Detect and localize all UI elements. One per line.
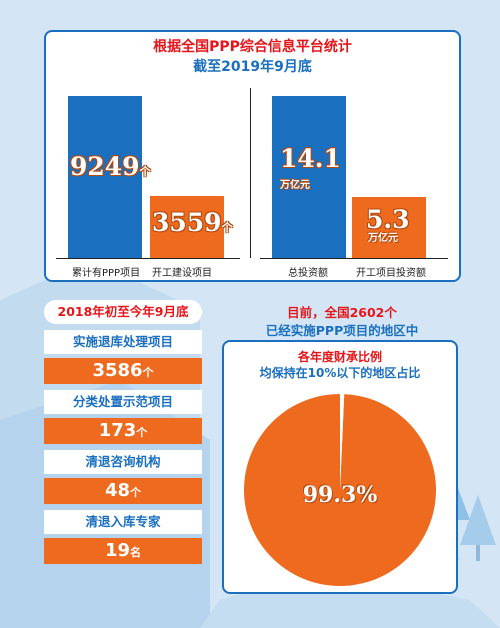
stat-label-removed-projects: 实施退库处理项目 (44, 330, 202, 354)
stat-label-consulting-firms: 清退咨询机构 (44, 450, 202, 474)
category-label-started-construction-projects: 开工建设项目 (152, 268, 212, 279)
pie-caption-line1: 各年度财承比例 (297, 350, 382, 364)
bar-cumulative-ppp-projects (68, 96, 142, 258)
pie-slice-main (243, 394, 436, 586)
stats-header: 2018年初至今年9月底 (44, 300, 202, 324)
cleanup-stats-list: 2018年初至今年9月底 实施退库处理项目 3586个 分类处置示范项目 173… (44, 300, 202, 564)
stat-value-experts: 19名 (44, 538, 202, 564)
stat-value-removed-projects: 3586个 (44, 358, 202, 384)
unit-label-total-investment: 万亿元 (280, 180, 310, 191)
pie-slice-minor (340, 394, 345, 490)
value-label-started-construction-projects: 3559个 (152, 208, 233, 237)
value-label-started-project-investment: 5.3 (366, 205, 410, 234)
category-label-total-investment: 总投资额 (288, 268, 328, 279)
stat-value-demo-projects: 173个 (44, 418, 202, 444)
bar-started-project-investment (352, 197, 426, 258)
stat-value-consulting-firms: 48个 (44, 478, 202, 504)
pie-chart (243, 394, 436, 586)
pie-subtitle: 已经实施PPP项目的地区中 (265, 323, 419, 338)
left-chart-baseline (56, 258, 240, 259)
value-label-cumulative-ppp-projects: 9249个 (70, 152, 151, 181)
category-label-started-project-investment: 开工项目投资额 (356, 268, 426, 279)
bar-total-investment (272, 96, 346, 258)
pie-title: 目前，全国2602个 (287, 305, 397, 320)
bar-started-construction-projects (150, 196, 224, 258)
unit-label-started-project-investment: 万亿元 (368, 233, 398, 244)
right-chart-baseline (260, 258, 448, 259)
stat-label-experts: 清退入库专家 (44, 510, 202, 534)
pie-panel: 各年度财承比例 均保持在10%以下的地区占比 99.3% (222, 340, 458, 594)
panel-subtitle: 截至2019年9月底 (193, 59, 312, 75)
chart-divider (250, 88, 251, 258)
panel-title: 根据全国PPP综合信息平台统计 (153, 39, 352, 55)
pie-slice-main-label: 99.3% (302, 482, 378, 508)
value-label-total-investment: 14.1 (280, 144, 341, 173)
pie-caption-line2: 均保持在10%以下的地区占比 (259, 366, 421, 380)
summary-bar-panel: 根据全国PPP综合信息平台统计 截至2019年9月底 9249个 3559个 累… (44, 30, 461, 282)
category-label-cumulative-ppp-projects: 累计有PPP项目 (72, 268, 141, 279)
stat-label-demo-projects: 分类处置示范项目 (44, 390, 202, 414)
